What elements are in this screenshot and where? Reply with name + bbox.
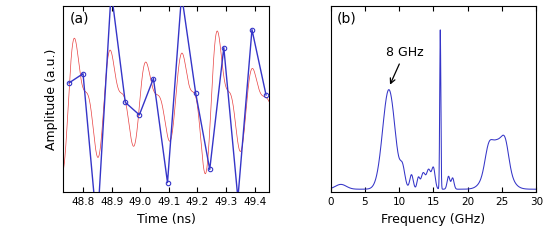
Text: (b): (b) xyxy=(337,11,356,26)
Text: (a): (a) xyxy=(69,11,89,26)
Text: 8 GHz: 8 GHz xyxy=(386,46,424,83)
X-axis label: Frequency (GHz): Frequency (GHz) xyxy=(381,213,486,226)
Y-axis label: Amplitude (a.u.): Amplitude (a.u.) xyxy=(45,49,58,150)
X-axis label: Time (ns): Time (ns) xyxy=(136,213,195,226)
